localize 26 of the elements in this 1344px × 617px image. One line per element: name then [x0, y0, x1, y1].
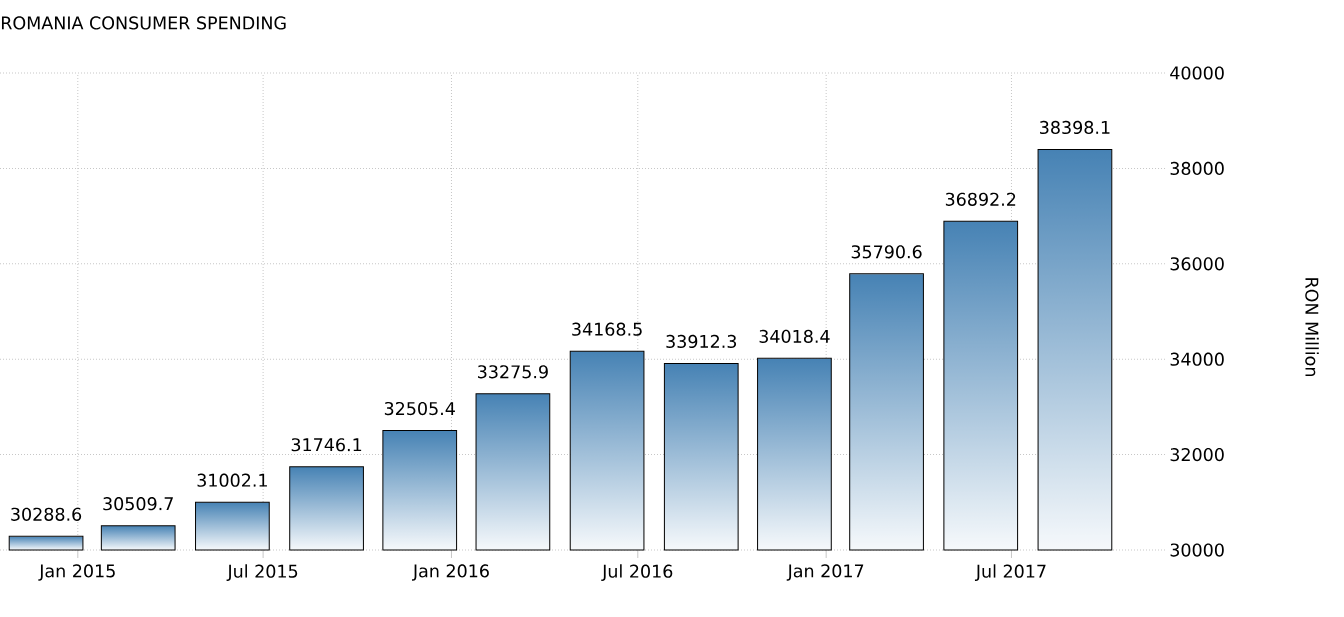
x-tick-label: Jan 2015 [38, 564, 115, 581]
data-label: 31002.1 [197, 473, 267, 487]
data-label: 32505.4 [384, 401, 455, 416]
x-tick-label: Jul 2015 [226, 564, 298, 582]
data-label: 30288.6 [11, 507, 82, 521]
y-tick-label: 36000 [1170, 257, 1224, 271]
data-label: 38398.1 [1040, 120, 1110, 135]
data-label: 33912.3 [666, 334, 737, 349]
data-label: 35790.6 [851, 245, 922, 259]
y-tick-label: 30000 [1170, 543, 1224, 557]
y-tick-label: 34000 [1170, 352, 1224, 366]
x-tick-label: Jul 2017 [974, 564, 1046, 582]
y-axis-title: RON Million [1305, 278, 1319, 376]
data-label: 34018.4 [759, 329, 830, 343]
y-tick-label: 38000 [1170, 161, 1224, 176]
x-tick-label: Jan 2017 [786, 564, 864, 581]
x-tick-label: Jul 2016 [601, 564, 673, 582]
y-tick-label: 32000 [1170, 447, 1224, 462]
data-label: 31746.1 [291, 438, 362, 452]
data-label: 30509.7 [103, 497, 173, 511]
data-label: 36892.2 [945, 192, 1016, 206]
data-label: 33275.9 [478, 365, 548, 379]
data-label: 34168.5 [572, 322, 642, 336]
chart-title: ROMANIA CONSUMER SPENDING [1, 16, 286, 30]
x-tick-label: Jan 2016 [412, 564, 489, 581]
y-tick-label: 40000 [1170, 66, 1224, 80]
